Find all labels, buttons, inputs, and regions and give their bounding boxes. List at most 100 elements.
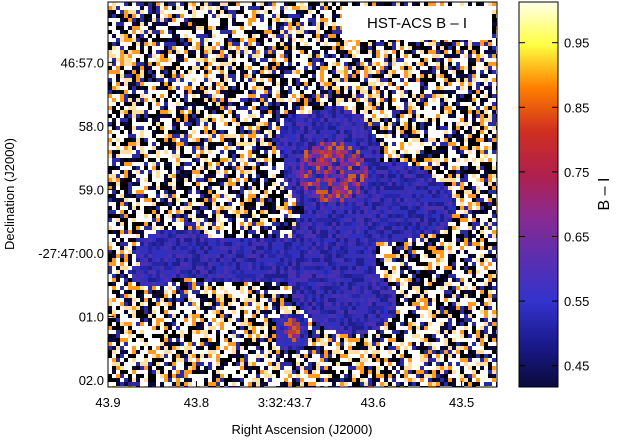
pixel bbox=[340, 66, 344, 70]
pixel bbox=[180, 90, 184, 94]
pixel bbox=[152, 170, 156, 174]
pixel bbox=[256, 66, 260, 70]
pixel bbox=[364, 190, 368, 194]
pixel bbox=[136, 114, 140, 118]
pixel bbox=[396, 102, 400, 106]
pixel bbox=[128, 58, 132, 62]
pixel bbox=[252, 190, 256, 194]
pixel bbox=[360, 138, 364, 142]
pixel bbox=[276, 202, 280, 206]
pixel bbox=[280, 98, 284, 102]
pixel bbox=[212, 38, 216, 42]
pixel bbox=[392, 70, 396, 74]
pixel bbox=[404, 142, 408, 146]
pixel bbox=[388, 90, 392, 94]
pixel bbox=[364, 46, 368, 50]
pixel bbox=[380, 202, 384, 206]
pixel bbox=[364, 42, 368, 46]
pixel bbox=[356, 66, 360, 70]
pixel bbox=[228, 170, 232, 174]
pixel bbox=[216, 86, 220, 90]
pixel bbox=[280, 26, 284, 30]
pixel bbox=[380, 42, 384, 46]
pixel bbox=[384, 158, 388, 162]
pixel bbox=[272, 102, 276, 106]
pixel bbox=[148, 86, 152, 90]
pixel bbox=[228, 190, 232, 194]
pixel bbox=[256, 154, 260, 158]
pixel bbox=[320, 18, 324, 22]
pixel bbox=[172, 166, 176, 170]
pixel bbox=[224, 138, 228, 142]
pixel bbox=[240, 78, 244, 82]
pixel bbox=[168, 154, 172, 158]
pixel bbox=[376, 186, 380, 190]
pixel bbox=[320, 62, 324, 66]
pixel bbox=[120, 138, 124, 142]
pixel bbox=[188, 110, 192, 114]
pixel bbox=[176, 126, 180, 130]
pixel bbox=[424, 174, 428, 178]
pixel bbox=[188, 178, 192, 182]
pixel bbox=[440, 78, 444, 82]
pixel bbox=[216, 74, 220, 78]
pixel bbox=[432, 70, 436, 74]
pixel bbox=[392, 74, 396, 78]
pixel bbox=[136, 34, 140, 38]
pixel bbox=[128, 190, 132, 194]
pixel bbox=[212, 202, 216, 206]
pixel bbox=[212, 46, 216, 50]
pixel bbox=[448, 122, 452, 126]
pixel bbox=[224, 198, 228, 202]
pixel bbox=[388, 2, 392, 6]
pixel bbox=[428, 102, 432, 106]
pixel bbox=[212, 14, 216, 18]
pixel bbox=[312, 18, 316, 22]
pixel bbox=[304, 146, 308, 150]
pixel bbox=[116, 30, 120, 34]
pixel bbox=[332, 166, 336, 170]
pixel bbox=[456, 182, 460, 186]
pixel bbox=[260, 74, 264, 78]
pixel bbox=[432, 2, 436, 6]
pixel bbox=[136, 70, 140, 74]
pixel bbox=[144, 106, 148, 110]
pixel bbox=[268, 86, 272, 90]
pixel bbox=[132, 202, 136, 206]
pixel bbox=[228, 158, 232, 162]
pixel bbox=[212, 50, 216, 54]
pixel bbox=[432, 50, 436, 54]
pixel bbox=[260, 178, 264, 182]
pixel bbox=[288, 86, 292, 90]
pixel bbox=[280, 6, 284, 10]
pixel bbox=[288, 146, 292, 150]
pixel bbox=[116, 2, 120, 6]
pixel bbox=[296, 66, 300, 70]
pixel bbox=[176, 190, 180, 194]
pixel bbox=[152, 202, 156, 206]
pixel bbox=[408, 58, 412, 62]
pixel bbox=[260, 30, 264, 34]
pixel bbox=[480, 174, 484, 178]
pixel bbox=[160, 146, 164, 150]
pixel bbox=[480, 114, 484, 118]
pixel bbox=[288, 6, 292, 10]
pixel bbox=[264, 42, 268, 46]
pixel bbox=[324, 46, 328, 50]
pixel bbox=[408, 74, 412, 78]
pixel bbox=[316, 154, 320, 158]
pixel bbox=[280, 22, 284, 26]
pixel bbox=[492, 174, 496, 178]
pixel bbox=[400, 66, 404, 70]
pixel bbox=[340, 170, 344, 174]
pixel bbox=[196, 194, 200, 198]
pixel bbox=[256, 50, 260, 54]
pixel bbox=[168, 86, 172, 90]
pixel bbox=[472, 70, 476, 74]
pixel bbox=[456, 134, 460, 138]
pixel bbox=[332, 98, 336, 102]
pixel bbox=[332, 146, 336, 150]
pixel bbox=[172, 98, 176, 102]
pixel bbox=[288, 130, 292, 134]
pixel bbox=[316, 38, 320, 42]
